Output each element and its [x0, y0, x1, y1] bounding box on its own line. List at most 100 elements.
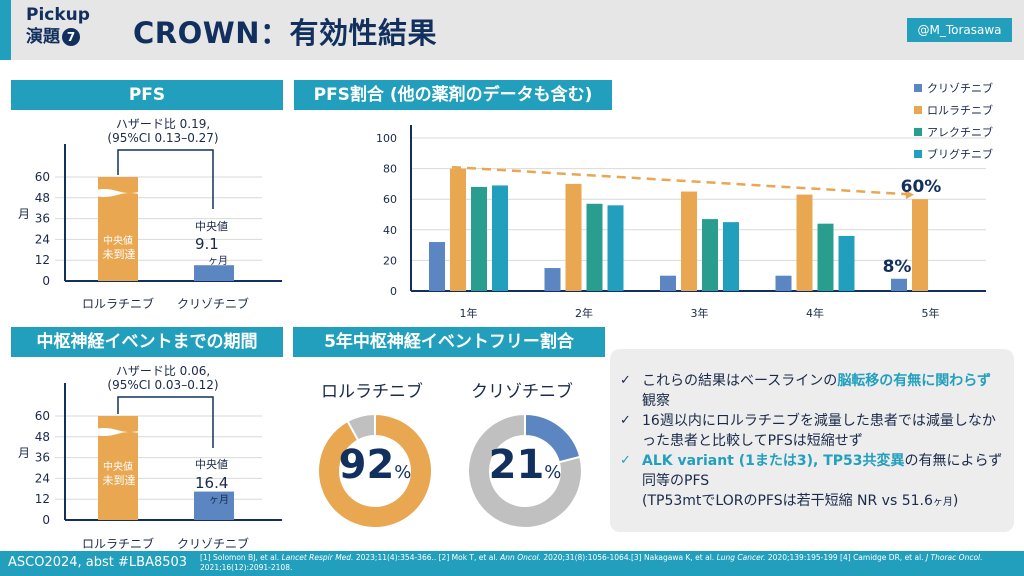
legend-item-brigatinib: ブリグチニブ [914, 143, 993, 165]
legend-label: ロルラチニブ [927, 104, 993, 117]
finding-3-text-b: (TP53mtでLORのPFSは若干短縮 NR vs 51.6 [642, 493, 933, 509]
data-label: 60% [901, 177, 942, 197]
donut-lorlatinib [317, 412, 433, 529]
y-tick-label: 0 [42, 513, 50, 527]
bar-crizotinib [660, 275, 676, 291]
header-accent-stripe [0, 0, 11, 60]
y-tick-label: 12 [35, 492, 50, 506]
legend-item-lorlatinib: ロルラチニブ [914, 99, 993, 121]
axis-break-mark [92, 189, 142, 197]
finding-3-text-a: の有無によらず同等のPFS [642, 453, 1003, 489]
cns-lor-inbar-label2: 未到達 [103, 474, 136, 487]
cns-cri-median-unit: ヶ月 [209, 494, 229, 506]
finding-item: ✓ 16週以内にロルラチニブを減量した患者では減量しなかった患者と比較してPFS… [620, 411, 1004, 451]
section-cns-free-banner: 5年中枢神経イベントフリー割合 [293, 327, 605, 357]
donut-lor-center-label: 92% [320, 442, 430, 488]
y-tick-label: 36 [35, 212, 50, 226]
donut-lor-value: 92 [338, 442, 395, 488]
bar-brigatinib [723, 222, 739, 291]
bar-crizotinib [429, 242, 445, 291]
ref-text: 2023;11(4):354-366.. [2] Mok T, et al. [353, 553, 501, 562]
legend-item-alectinib: アレクチニブ [914, 121, 993, 143]
pfs-cri-median-unit: ヶ月 [208, 255, 228, 267]
finding-3-unit: ヶ月 [932, 497, 953, 508]
bar-crizotinib [544, 268, 561, 291]
y-tick-label: 48 [35, 430, 50, 444]
finding-1-text-a: これらの結果はベースラインの [642, 373, 838, 389]
x-tick-label: 2年 [575, 306, 593, 320]
pickup-label: Pickup [26, 5, 90, 25]
page-title: CROWN：有効性結果 [133, 16, 438, 50]
pfs-rate-legend: クリゾチニブ ロルラチニブ アレクチニブ ブリグチニブ [914, 77, 993, 165]
bar-lorlatinib [681, 191, 697, 291]
cns-lor-inbar-label1: 中央値 [103, 460, 133, 473]
cns-time-bar-chart: ハザード比 0.06, (95%CI 0.03–0.12) 月 0 12 24 36 4… [18, 364, 282, 551]
ref-text: 2020;139:195-199 [4] Camidge DR, et al. [765, 553, 926, 562]
bar-alectinib [702, 219, 718, 291]
donut-crizotinib [467, 412, 583, 529]
y-tick-label: 0 [390, 285, 397, 298]
legend-label: クリゾチニブ [927, 82, 993, 95]
finding-3-end: ) [952, 493, 959, 509]
check-icon: ✓ [620, 453, 631, 468]
y-tick-label: 36 [35, 451, 50, 465]
donut-slice-other [467, 412, 583, 529]
donut-cri-title: クリゾチニブ [471, 382, 573, 402]
pfs-lor-inbar-label2: 未到達 [103, 248, 136, 261]
section-pfs-rate-banner: PFS割合 (他の薬剤のデータも含む) [294, 80, 612, 110]
hazard-bracket [117, 396, 214, 448]
cns-cri-median-value: 16.4 [195, 474, 228, 492]
pfs-lor-inbar-label1: 中央値 [103, 234, 133, 247]
donut-lor-title: ロルラチニブ [321, 382, 423, 402]
trend-arrow-line [451, 165, 907, 196]
footer-bar: ASCO2024, abst #LBA8503 [1] Solomon BJ, … [0, 551, 1024, 576]
legend-swatch-icon [914, 150, 922, 158]
ref-journal: J Thorac Oncol. [925, 553, 983, 562]
ref-journal: Ann Oncol. [500, 553, 542, 562]
bar-lorlatinib [565, 183, 582, 291]
section-cns-time-banner: 中枢神経イベントまでの期間 [11, 327, 283, 357]
bar-alectinib [817, 223, 834, 291]
key-findings-box: ✓ これらの結果はベースラインの脳転移の有無に関わらず観察 ✓ 16週以内にロル… [610, 349, 1014, 532]
cns-xlabel-cri: クリゾチニブ [177, 536, 249, 551]
pfs-xlabel-cri: クリゾチニブ [177, 296, 249, 311]
bar-alectinib [471, 186, 487, 291]
x-tick-label: 4年 [806, 306, 824, 320]
y-tick-label: 60 [383, 193, 397, 206]
legend-label: ブリグチニブ [927, 148, 993, 161]
legend-item-crizotinib: クリゾチニブ [914, 77, 993, 99]
finding-1-text-b: 観察 [642, 393, 670, 409]
pfs-bar-chart: ハザード比 0.19, (95%CI 0.13–0.27) 月 0 12 24 36 4… [18, 117, 282, 311]
donut-cri-value: 21 [488, 442, 545, 488]
y-tick-label: 48 [35, 191, 50, 205]
finding-2-text: 16週以内にロルラチニブを減量した患者では減量しなかった患者と比較してPFSは短… [642, 413, 996, 449]
ref-text: 2021;16(12):2091-2108. [200, 563, 293, 572]
axis-break-mark [92, 428, 142, 436]
bar-lorlatinib [450, 168, 466, 291]
pickup-label-block: Pickup 演題 7 [26, 4, 90, 48]
pfs-xlabel-lor: ロルラチニブ [82, 296, 154, 311]
donut-lor-pct: % [394, 462, 412, 483]
y-tick-label: 24 [35, 232, 50, 246]
y-tick-label: 12 [35, 253, 50, 267]
bar-brigatinib [838, 235, 855, 291]
legend-label: アレクチニブ [927, 126, 993, 139]
ref-text: [1] Solomon BJ, et al. [200, 553, 282, 562]
exercise-number-badge: 7 [62, 28, 80, 46]
cns-hazard-line1: ハザード比 0.06, [116, 364, 210, 378]
y-tick-label: 40 [383, 224, 397, 237]
bar-crizotinib [194, 265, 234, 281]
check-icon: ✓ [620, 373, 631, 388]
finding-item: ✓ ALK variant (1または3), TP53共変異の有無によらず同等の… [620, 451, 1004, 513]
pfs-hazard-line1: ハザード比 0.19, [116, 117, 210, 131]
y-tick-label: 60 [35, 170, 50, 184]
check-icon: ✓ [620, 413, 631, 428]
hazard-bracket [117, 149, 214, 209]
legend-swatch-icon [914, 84, 922, 92]
y-tick-label: 20 [383, 254, 397, 267]
bar-crizotinib [891, 278, 907, 291]
finding-1-highlight: 脳転移の有無に関わらず [837, 373, 992, 389]
pfs-cri-median-label: 中央値 [195, 220, 228, 233]
cns-xlabel-lor: ロルラチニブ [82, 536, 154, 551]
y-tick-label: 0 [42, 274, 50, 288]
